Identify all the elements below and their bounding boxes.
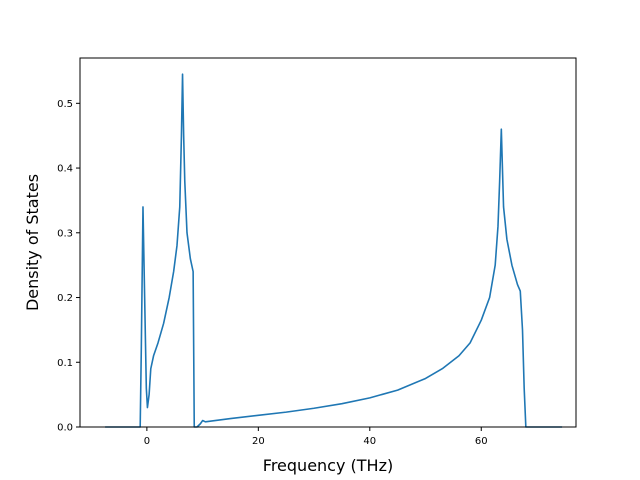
y-tick-label: 0.1 bbox=[57, 358, 73, 369]
y-tick-label: 0.5 bbox=[57, 99, 73, 110]
y-tick-label: 0.3 bbox=[57, 228, 73, 239]
plot-frame bbox=[79, 57, 577, 428]
dos-series-line bbox=[105, 73, 563, 428]
y-axis-title: Density of States bbox=[23, 174, 42, 311]
plot-layer bbox=[105, 73, 563, 428]
x-tick-label: 20 bbox=[252, 436, 265, 447]
y-tick-label: 0.4 bbox=[57, 164, 73, 175]
ticks-layer: 0 20 40 60 0.0 0.1 0.2 0.3 0.4 0.5 bbox=[57, 99, 488, 447]
x-tick-label: 60 bbox=[475, 436, 488, 447]
x-axis-title: Frequency (THz) bbox=[263, 456, 393, 475]
y-tick-label: 0.0 bbox=[57, 423, 73, 434]
x-tick-label: 40 bbox=[363, 436, 376, 447]
y-tick-label: 0.2 bbox=[57, 293, 73, 304]
x-tick-label: 0 bbox=[144, 436, 150, 447]
